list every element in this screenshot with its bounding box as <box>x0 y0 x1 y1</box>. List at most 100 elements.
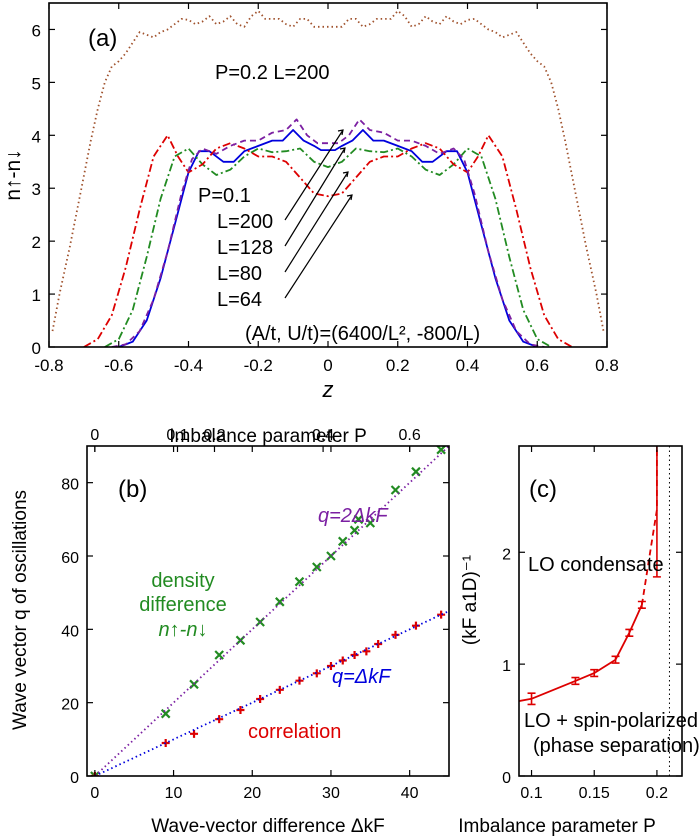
panel-a-label: (a) <box>88 25 117 52</box>
annotation-arrows <box>284 129 353 299</box>
annotation-params: (A/t, U/t)=(6400/L², -800/L) <box>245 323 480 345</box>
y-tick-label: 40 <box>61 623 79 640</box>
x2-tick-label: 0.6 <box>399 427 421 444</box>
error-bar <box>527 692 536 706</box>
x-tick-label: 20 <box>243 785 261 802</box>
panel-b-ylabel: Wave vector q of oscillations <box>10 490 31 730</box>
panel-c-frame <box>518 445 683 777</box>
arrow-l128 <box>284 147 346 247</box>
panel-b-x2label: Imbalance parameter P <box>169 426 367 447</box>
annotation-correlation: correlation <box>248 721 341 743</box>
data-point-correlation <box>374 640 383 648</box>
error-bar <box>611 655 620 664</box>
y-tick-label: 0 <box>502 770 511 787</box>
data-point-correlation <box>326 662 335 670</box>
annotation-p01: P=0.1 <box>198 185 251 207</box>
data-point-correlation <box>350 651 359 659</box>
arrow-heads <box>337 129 353 201</box>
annotation-density: density <box>151 570 214 592</box>
data-point-correlation <box>236 706 245 714</box>
x-tick-label: -0.6 <box>104 356 133 375</box>
annotation-difference: difference <box>139 594 226 616</box>
annotation-lo-sp: LO + spin-polarized <box>524 710 698 732</box>
x-tick-label: 40 <box>401 785 419 802</box>
x-tick-label: 0 <box>323 356 332 375</box>
data-point-correlation <box>215 715 224 724</box>
data-point-density-difference <box>326 551 336 561</box>
data-point-correlation <box>190 729 199 738</box>
panel-c-series <box>519 446 670 776</box>
x2-tick-label: 0 <box>90 427 99 444</box>
y-tick-label: 1 <box>32 286 41 305</box>
x-tick-label: 0.2 <box>646 785 668 802</box>
y-tick-label: 0 <box>70 770 79 787</box>
y-tick-label: 60 <box>61 550 79 567</box>
panel-c-label: (c) <box>529 476 557 503</box>
series-line-l-80 <box>83 134 573 347</box>
data-point-density-difference <box>349 525 360 536</box>
annotation-p02: P=0.2 L=200 <box>215 62 330 84</box>
x-tick-label: 0.15 <box>579 785 610 802</box>
data-point-correlation <box>161 739 170 747</box>
data-point-correlation <box>256 695 265 703</box>
series-line-dashed <box>641 446 658 605</box>
y-tick-label: 1 <box>502 658 511 675</box>
panel-a-series <box>51 9 605 347</box>
annotation-q2: q=2ΔkF <box>318 505 389 527</box>
data-point-correlation <box>437 610 446 619</box>
x2-tick-label: 0.4 <box>312 427 334 444</box>
annotation-l80: L=80 <box>217 263 262 285</box>
panel-b: 0 10 20 30 40 0 20 40 60 80 0 0.1 0.2 0.4 0.6 (b) Imba… <box>10 426 450 837</box>
data-point-density-difference <box>160 708 171 719</box>
y-tick-label: 5 <box>32 74 41 93</box>
panel-b-xlabel: Wave-vector difference ΔkF <box>151 816 384 837</box>
data-point-density-difference <box>214 650 224 660</box>
y-tick-label: 80 <box>61 477 79 494</box>
series-line-l-128 <box>104 147 552 347</box>
x-tick-label: -0.8 <box>34 356 63 375</box>
x2-tick-label: 0.1 <box>166 427 188 444</box>
x-tick-label: 10 <box>165 785 183 802</box>
panel-c-xlabel: Imbalance parameter P <box>458 816 656 837</box>
x2-tick-label: 0.2 <box>203 427 225 444</box>
panel-a-ylabel: n↑-n↓ <box>2 149 25 200</box>
panel-b-ticks: 0 10 20 30 40 0 20 40 60 80 0 0.1 0.2 0.4 0.6 <box>61 427 449 802</box>
series-line-l-64 <box>111 118 545 347</box>
data-point-correlation <box>411 621 420 630</box>
panel-a: -0.8 -0.6 -0.4 -0.2 0 0.2 0.4 0.6 0.8 0 1 2 3 4 5 6 (a)… <box>2 2 619 402</box>
error-bar <box>625 628 634 637</box>
data-point-density-difference <box>436 446 446 455</box>
arrow-l200 <box>284 129 344 221</box>
error-bar <box>590 668 599 678</box>
x-tick-label: 0.6 <box>525 356 549 375</box>
x-tick-label: 0.8 <box>595 356 619 375</box>
x-tick-label: 0.4 <box>456 356 480 375</box>
data-point-density-difference <box>312 562 322 572</box>
x-tick-label: 30 <box>322 785 340 802</box>
x-tick-label: 0.1 <box>520 785 542 802</box>
panel-b-label: (b) <box>118 476 147 503</box>
data-point-correlation <box>338 656 347 665</box>
panel-a-ticks: -0.8 -0.6 -0.4 -0.2 0 0.2 0.4 0.6 0.8 0 1 2 3 4 5 6 <box>32 3 619 375</box>
annotation-nupdown: n↑-n↓ <box>159 619 208 641</box>
y-tick-label: 2 <box>502 546 511 563</box>
data-point-correlation <box>362 647 371 656</box>
x-tick-label: -0.4 <box>174 356 203 375</box>
panel-a-xlabel: z <box>322 377 334 402</box>
panel-c-ylabel: (kF a1D)⁻¹ <box>460 555 481 645</box>
y-tick-label: 2 <box>32 233 41 252</box>
annotation-q1: q=ΔkF <box>332 666 392 688</box>
error-bar <box>652 446 661 578</box>
annotation-l128: L=128 <box>217 237 273 259</box>
annotation-lo: LO condensate <box>528 554 664 576</box>
series-line-p-0-2-l-200 <box>51 9 605 332</box>
y-tick-label: 0 <box>32 339 41 358</box>
data-point-density-difference <box>337 536 348 547</box>
arrow-l64 <box>284 194 353 299</box>
error-bar <box>571 676 580 686</box>
y-tick-label: 6 <box>32 21 41 40</box>
annotation-l200: L=200 <box>217 211 273 233</box>
panel-b-series <box>90 446 449 776</box>
y-tick-label: 3 <box>32 180 41 199</box>
panel-c-ticks: 0.1 0.15 0.2 0 1 2 <box>502 446 682 802</box>
